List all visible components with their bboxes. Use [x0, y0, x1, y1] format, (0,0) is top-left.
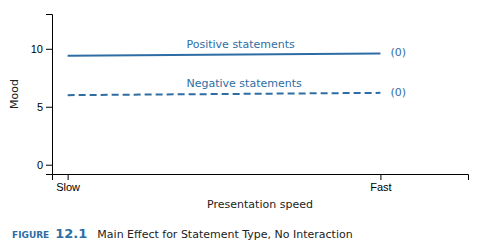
x-axis: Slow Fast — [53, 174, 469, 193]
x-axis-line — [53, 175, 469, 181]
y-tick: 5 — [37, 101, 52, 113]
end-label: (0) — [390, 86, 406, 99]
y-tick-mark — [46, 49, 52, 50]
chart: Slow Fast 0 5 10 Presentation speed Mood Positi… — [0, 0, 484, 248]
line-label: Positive statements — [186, 38, 295, 51]
lines — [68, 53, 381, 95]
series-line — [68, 93, 381, 95]
x-tick-label: Fast — [370, 181, 391, 193]
y-tick: 0 — [37, 159, 52, 171]
y-tick-label: 5 — [37, 101, 43, 113]
caption-text: Main Effect for Statement Type, No Inter… — [97, 228, 352, 241]
y-tick: 10 — [31, 43, 52, 55]
y-tick-mark — [46, 165, 52, 166]
x-tick: Slow — [56, 174, 80, 193]
x-tick-label: Slow — [56, 181, 80, 193]
y-axis: 0 5 10 — [31, 15, 53, 175]
y-tick-mark — [46, 107, 52, 108]
line-label: Negative statements — [186, 77, 301, 90]
x-tick: Fast — [370, 174, 391, 193]
x-axis-title: Presentation speed — [207, 198, 313, 211]
x-tick-mark — [68, 174, 69, 180]
series-line — [68, 53, 381, 55]
caption-number: 12.1 — [55, 226, 87, 241]
y-axis-title: Mood — [8, 79, 21, 109]
plot: Slow Fast 0 5 10 Presentation speed Mood Positi… — [8, 15, 469, 212]
y-tick-label: 0 — [37, 159, 43, 171]
caption: FIGURE 12.1 Main Effect for Statement Type… — [12, 226, 353, 241]
x-tick-mark — [380, 174, 381, 180]
caption-word: FIGURE — [12, 230, 49, 240]
y-tick-label: 10 — [31, 43, 43, 55]
y-axis-line — [46, 15, 53, 175]
end-label: (0) — [390, 46, 406, 59]
